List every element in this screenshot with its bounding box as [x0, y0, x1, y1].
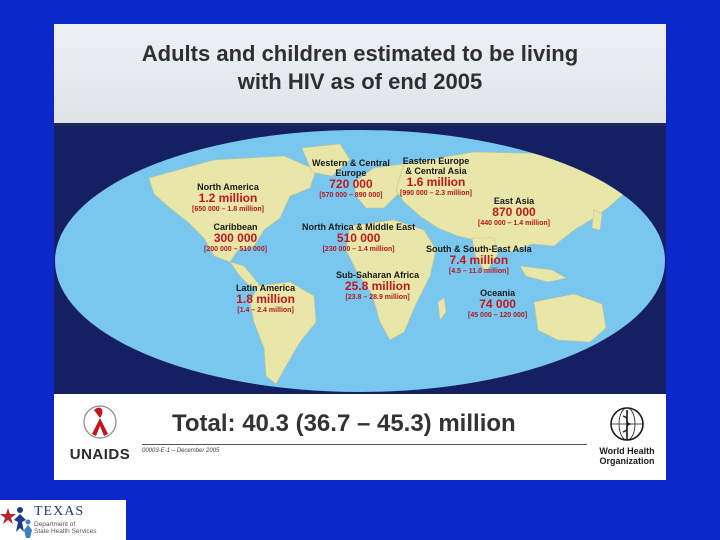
region-north-america: North America 1.2 million [650 000 – 1.8… [192, 182, 264, 214]
texas-subtitle-line-1: Department of [34, 521, 76, 528]
region-range: [230 000 – 1.4 million] [322, 246, 395, 253]
japan-land [591, 209, 603, 231]
region-western-central-europe: Western & Central Europe 720 000 [570 00… [312, 158, 390, 200]
region-name: North Africa & Middle East [302, 222, 416, 232]
region-value: 870 000 [492, 205, 536, 219]
slide-title-line-1: Adults and children estimated to be livi… [141, 41, 579, 66]
region-range: [200 000 – 510 000] [204, 246, 268, 253]
slide-title-line-2: with HIV as of end 2005 [237, 69, 483, 94]
title-divider [54, 123, 666, 126]
region-name: North America [197, 182, 259, 192]
texas-wordmark: TEXAS [34, 504, 85, 519]
slide: Adults and children estimated to be livi… [54, 24, 666, 480]
region-name: Caribbean [213, 222, 258, 232]
region-latin-america: Latin America 1.8 million [1.4 – 2.4 mil… [236, 283, 295, 315]
unaids-wordmark: UNAIDS [69, 446, 131, 463]
region-east-asia: East Asia 870 000 [440 000 – 1.4 million… [478, 196, 550, 228]
region-value: 7.4 million [449, 253, 509, 267]
region-value: 74 000 [479, 297, 516, 311]
region-name: Western & Central [312, 158, 390, 168]
region-name: Europe [335, 168, 367, 178]
region-value: 510 000 [336, 231, 381, 245]
region-name: East Asia [493, 196, 535, 206]
greenland-land [301, 143, 351, 177]
region-value: 1.2 million [198, 191, 258, 205]
texas-subtitle-line-2: State Health Services [34, 528, 97, 535]
region-name: South & South-East Asia [426, 244, 532, 254]
new-zealand-land [617, 339, 629, 357]
south-america-land [249, 281, 317, 385]
north-america-land [148, 155, 317, 263]
texas-dshs-logo: TEXAS Department of State Health Service… [0, 500, 126, 540]
footer-divider [142, 444, 587, 445]
southeast-asia-islands-land [519, 265, 567, 283]
region-range: [1.4 – 2.4 million] [237, 307, 294, 314]
region-range: [990 000 – 2.3 million] [400, 190, 472, 197]
region-name: Eastern Europe [402, 156, 470, 166]
region-range: [23.8 – 28.9 million] [345, 294, 410, 301]
unaids-logo: UNAIDS [68, 402, 132, 476]
who-wordmark-line-1: World Health [599, 446, 655, 456]
world-map [55, 130, 665, 392]
region-value: 1.6 million [406, 175, 466, 189]
region-range: [440 000 – 1.4 million] [478, 220, 550, 227]
region-name: Sub-Saharan Africa [336, 270, 420, 280]
slide-header: Adults and children estimated to be livi… [54, 24, 666, 124]
region-value: 300 000 [213, 231, 258, 245]
region-range: [45 000 – 120 000] [468, 312, 528, 319]
region-north-africa-middle-east: North Africa & Middle East 510 000 [230 … [302, 222, 415, 254]
region-caribbean: Caribbean 300 000 [200 000 – 510 000] [204, 222, 267, 254]
who-wordmark-line-2: Organization [599, 456, 655, 466]
slide-title: Adults and children estimated to be livi… [54, 40, 666, 96]
region-name: Latin America [236, 283, 296, 293]
region-range: [4.5 – 11.0 million] [448, 268, 509, 275]
region-range: [570 000 – 890 000] [319, 192, 383, 199]
madagascar-land [437, 297, 447, 321]
who-wordmark: World Health Organization [594, 446, 660, 466]
region-eastern-europe-central-asia: Eastern Europe & Central Asia 1.6 millio… [400, 156, 472, 198]
region-range: [650 000 – 1.8 million] [192, 206, 264, 213]
world-map-panel: North America 1.2 million [650 000 – 1.8… [54, 126, 666, 394]
unaids-ribbon-icon [83, 405, 117, 439]
region-oceania: Oceania 74 000 [45 000 – 120 000] [468, 288, 527, 320]
region-value: 1.8 million [236, 292, 295, 306]
who-emblem-icon [610, 407, 644, 441]
who-logo: World Health Organization [594, 406, 660, 478]
region-sub-saharan-africa: Sub-Saharan Africa 25.8 million [23.8 – … [336, 270, 419, 302]
africa-land [345, 219, 437, 341]
texas-subtitle: Department of State Health Services [34, 521, 126, 535]
slide-code: 00003-E-1 – December 2005 [142, 448, 220, 454]
india-land [471, 237, 499, 273]
europe-land [353, 163, 411, 209]
region-value: 25.8 million [344, 279, 411, 293]
texas-star-figures-icon [0, 507, 32, 538]
region-name: & Central Asia [405, 166, 467, 176]
australia-land [533, 293, 607, 343]
region-value: 720 000 [329, 177, 373, 191]
region-south-southeast-asia: South & South-East Asia 7.4 million [4.5… [426, 244, 532, 276]
region-name: Oceania [480, 288, 516, 298]
total-estimate: Total: 40.3 (36.7 – 45.3) million [172, 410, 516, 437]
slide-footer: UNAIDS Total: 40.3 (36.7 – 45.3) million… [54, 394, 666, 480]
